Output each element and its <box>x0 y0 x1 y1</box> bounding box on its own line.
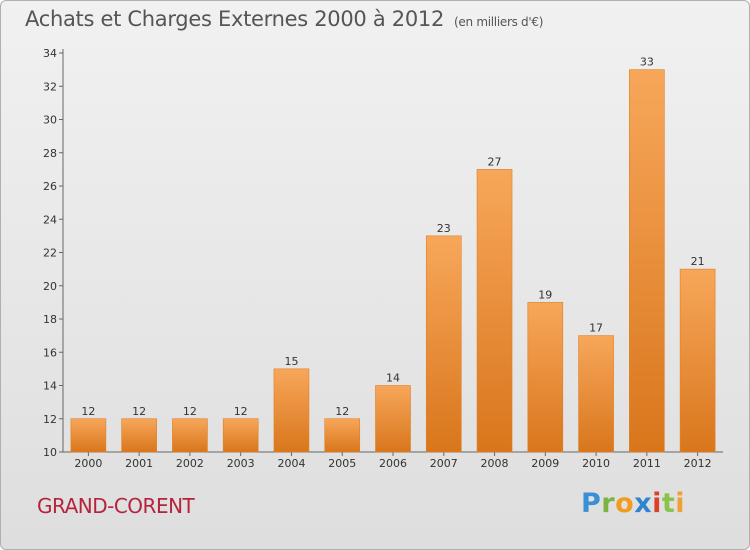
bar <box>425 235 462 453</box>
x-tick-label: 2010 <box>582 457 610 470</box>
x-tick-label: 2004 <box>277 457 305 470</box>
y-tick-label: 14 <box>43 380 57 393</box>
logo-letter: r <box>601 488 616 519</box>
bar-value-label: 14 <box>386 372 400 385</box>
logo-letter: P <box>581 488 602 519</box>
bar-value-label: 23 <box>437 222 451 235</box>
x-tick-label: 2008 <box>481 457 509 470</box>
bar-value-label: 19 <box>538 288 552 301</box>
bar-value-label: 12 <box>132 405 146 418</box>
y-tick-label: 22 <box>43 247 57 260</box>
bar-value-label: 12 <box>234 405 248 418</box>
bar-value-label: 21 <box>691 255 705 268</box>
bar <box>527 302 564 453</box>
bar <box>679 268 716 453</box>
y-tick-label: 32 <box>43 80 57 93</box>
bar-value-label: 15 <box>284 355 298 368</box>
bar-value-label: 12 <box>183 405 197 418</box>
y-tick-label: 34 <box>43 47 57 60</box>
logo-letter: i <box>652 488 662 519</box>
logo-letter: t <box>661 488 676 519</box>
logo-letter: x <box>634 488 653 519</box>
logo-letter: o <box>615 488 635 519</box>
x-tick-label: 2002 <box>176 457 204 470</box>
x-tick-label: 2012 <box>684 457 712 470</box>
bar <box>324 418 361 453</box>
y-tick-label: 24 <box>43 213 57 226</box>
bar <box>375 385 411 453</box>
title-text: Achats et Charges Externes 2000 à 2012 <box>25 7 445 31</box>
bar <box>273 368 310 453</box>
bar-value-label: 17 <box>589 322 603 335</box>
bar-value-label: 12 <box>81 405 95 418</box>
proxiti-logo: Proxiti <box>581 488 685 519</box>
y-tick-label: 20 <box>43 280 57 293</box>
y-tick-label: 12 <box>43 413 57 426</box>
bar-value-label: 12 <box>335 405 349 418</box>
bar <box>578 335 614 453</box>
logo-letter: i <box>675 488 686 519</box>
x-tick-label: 2006 <box>379 457 407 470</box>
bar <box>172 418 208 453</box>
x-tick-label: 2003 <box>227 457 255 470</box>
y-tick-label: 28 <box>43 147 57 160</box>
bar-value-label: 33 <box>640 56 654 69</box>
place-name: GRAND-CORENT <box>37 494 195 518</box>
x-tick-label: 2001 <box>125 457 153 470</box>
bar <box>121 418 157 453</box>
bar <box>476 169 513 453</box>
x-tick-label: 2009 <box>531 457 559 470</box>
bar <box>629 69 665 453</box>
unit-label: (en milliers d'€) <box>454 15 544 29</box>
y-tick-label: 30 <box>43 114 57 127</box>
x-tick-label: 2007 <box>430 457 458 470</box>
bar-value-label: 27 <box>488 155 502 168</box>
y-tick-label: 10 <box>43 446 57 459</box>
chart-title: Achats et Charges Externes 2000 à 2012 (e… <box>25 7 543 31</box>
x-tick-label: 2005 <box>328 457 356 470</box>
x-tick-label: 2000 <box>74 457 102 470</box>
y-tick-label: 18 <box>43 313 57 326</box>
x-tick-label: 2011 <box>633 457 661 470</box>
bar <box>70 418 107 453</box>
y-tick-label: 26 <box>43 180 57 193</box>
bar <box>222 418 259 453</box>
y-tick-label: 16 <box>43 346 57 359</box>
